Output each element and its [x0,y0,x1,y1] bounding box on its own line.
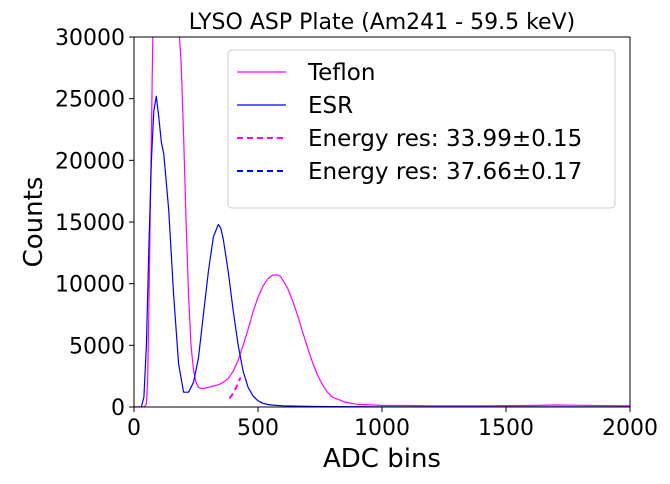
y-tick-label: 20000 [55,149,125,174]
y-tick-label: 25000 [55,88,125,113]
legend-label: Energy res: 33.99±0.15 [308,126,582,152]
x-tick-label: 500 [237,416,279,441]
series-line-0 [134,37,630,407]
y-tick-label: 30000 [55,26,125,51]
y-tick-label: 5000 [69,334,125,359]
y-tick-label: 10000 [55,273,125,298]
legend-label: Teflon [307,60,375,86]
chart-title: LYSO ASP Plate (Am241 - 59.5 keV) [189,10,575,35]
x-tick-label: 2000 [602,416,658,441]
legend-label: ESR [308,93,353,119]
legend-label: Energy res: 37.66±0.17 [308,159,582,185]
series-layer [134,37,630,407]
series-line-2 [228,377,242,399]
x-tick-label: 1500 [478,416,534,441]
y-tick-label: 15000 [55,211,125,236]
legend-box [227,49,616,209]
legend: Teflon ESR Energy res: 33.99±0.15 Energy re… [227,49,616,209]
x-axis-label: ADC bins [323,444,441,474]
x-tick-label: 0 [127,416,141,441]
x-tick-label: 1000 [354,416,410,441]
ticks-layer: 0 500 1000 1500 2000050001000015000200002500… [55,26,658,441]
y-tick-label: 0 [111,396,125,421]
series-line-1 [134,95,630,407]
y-axis-label: Counts [19,177,49,268]
